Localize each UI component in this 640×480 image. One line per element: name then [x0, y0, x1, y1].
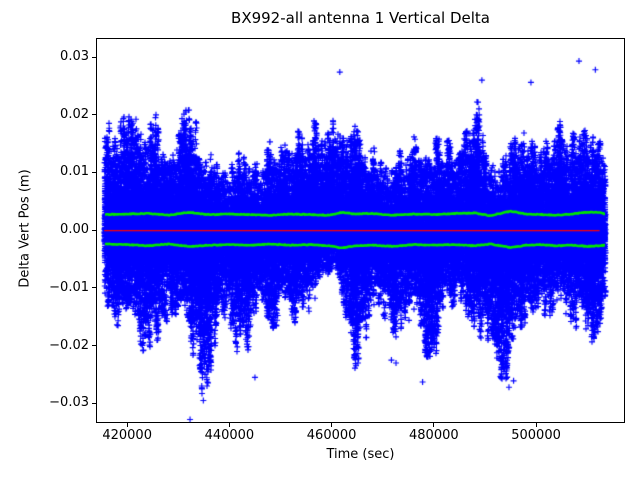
x-tick-mark [535, 423, 537, 427]
y-tick-mark [92, 56, 96, 58]
x-tick-label: 460000 [306, 428, 357, 443]
y-tick-label: 0.00 [60, 222, 89, 238]
y-tick-label: −0.01 [49, 279, 89, 295]
y-tick-mark [92, 345, 96, 347]
x-tick-mark [126, 423, 128, 427]
x-tick-mark [228, 423, 230, 427]
y-tick-label: 0.03 [60, 49, 89, 65]
plot-area [96, 38, 625, 423]
y-tick-label: 0.01 [60, 164, 89, 180]
x-tick-mark [433, 423, 435, 427]
x-axis-label: Time (sec) [326, 447, 395, 462]
y-tick-mark [92, 171, 96, 173]
x-tick-mark [331, 423, 333, 427]
y-tick-label: 0.02 [60, 106, 89, 122]
y-tick-mark [92, 402, 96, 404]
chart-title: BX992-all antenna 1 Vertical Delta [231, 9, 490, 27]
y-axis-label: Delta Vert Pos (m) [17, 169, 33, 288]
y-tick-label: −0.02 [49, 337, 89, 353]
x-tick-label: 440000 [204, 428, 255, 443]
y-tick-mark [92, 114, 96, 116]
y-tick-label: −0.03 [49, 395, 89, 411]
x-tick-label: 500000 [511, 428, 561, 443]
y-tick-mark [92, 229, 96, 231]
x-tick-label: 480000 [409, 428, 459, 443]
y-tick-mark [92, 287, 96, 289]
x-tick-label: 420000 [102, 428, 152, 443]
